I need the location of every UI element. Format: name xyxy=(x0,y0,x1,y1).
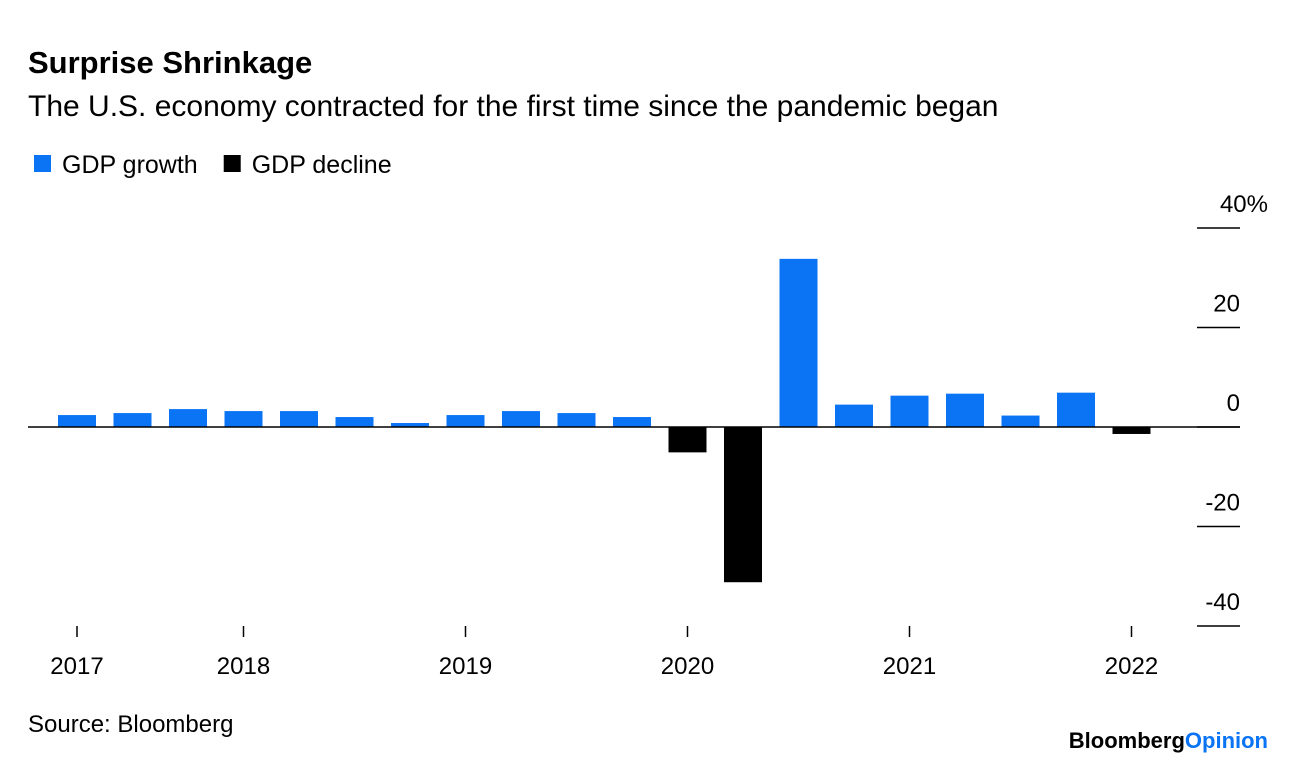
bar xyxy=(280,411,318,427)
bar xyxy=(613,417,651,427)
logo: BloombergOpinion xyxy=(1069,728,1268,753)
logo-brand: Bloomberg xyxy=(1069,728,1185,753)
bar xyxy=(668,427,707,453)
bar xyxy=(779,258,818,427)
x-tick-label: 2022 xyxy=(1105,653,1158,680)
x-tick-label: 2018 xyxy=(217,653,270,680)
bar xyxy=(502,411,540,427)
legend-swatch xyxy=(34,155,51,172)
bar xyxy=(557,413,596,427)
x-tick-label: 2019 xyxy=(439,653,492,680)
bar xyxy=(1001,415,1040,427)
bar xyxy=(446,415,485,427)
bar xyxy=(890,395,929,427)
logo-opinion: Opinion xyxy=(1185,728,1268,753)
legend-label: GDP growth xyxy=(62,151,198,179)
bar xyxy=(335,417,374,427)
bar xyxy=(391,423,429,427)
bar xyxy=(58,415,96,427)
x-tick-label: 2020 xyxy=(661,653,714,680)
bar xyxy=(835,404,873,427)
y-tick-label: -40 xyxy=(1205,589,1240,616)
x-tick-label: 2017 xyxy=(50,653,103,680)
chart-title: Surprise Shrinkage xyxy=(28,45,312,80)
bar xyxy=(724,427,762,583)
y-tick-label: 40% xyxy=(1220,191,1268,218)
x-tick-label: 2021 xyxy=(883,653,936,680)
bar xyxy=(946,393,984,427)
legend-swatch xyxy=(223,155,241,172)
bar xyxy=(224,411,263,427)
bar xyxy=(1057,392,1095,427)
bar xyxy=(113,413,152,427)
y-tick-label: 20 xyxy=(1213,291,1240,318)
y-tick-label: 0 xyxy=(1227,390,1240,417)
chart-subtitle: The U.S. economy contracted for the firs… xyxy=(28,90,999,123)
legend-label: GDP decline xyxy=(252,151,392,179)
y-tick-label: -20 xyxy=(1205,490,1240,517)
bar xyxy=(169,409,207,427)
source: Source: Bloomberg xyxy=(28,711,233,738)
bar xyxy=(1112,427,1151,434)
